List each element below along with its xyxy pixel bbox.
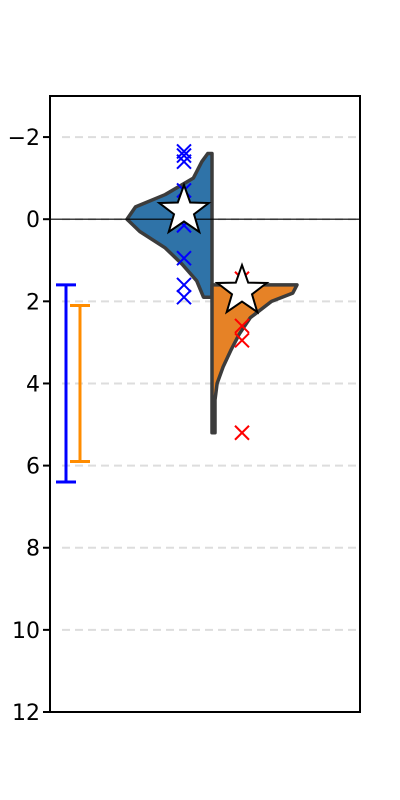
mean-marker bbox=[214, 262, 270, 315]
data-point-stroke bbox=[176, 147, 192, 164]
y-tick-label: 6 bbox=[26, 455, 40, 480]
data-point bbox=[176, 250, 192, 266]
data-point bbox=[176, 153, 192, 170]
y-tick-label: 4 bbox=[26, 372, 40, 397]
y-tick-label: 0 bbox=[26, 208, 40, 233]
error-bars bbox=[56, 283, 90, 484]
data-point-stroke bbox=[176, 250, 192, 266]
y-tick-label: 10 bbox=[12, 619, 40, 644]
data-point bbox=[234, 318, 250, 334]
violin-left bbox=[125, 151, 214, 299]
y-tick-label: 8 bbox=[26, 537, 40, 562]
data-point bbox=[176, 147, 192, 164]
data-point-stroke bbox=[176, 277, 192, 293]
data-point-stroke bbox=[234, 425, 250, 441]
mean-marker bbox=[156, 182, 212, 235]
data-point bbox=[176, 289, 192, 305]
data-point bbox=[176, 277, 192, 293]
y-tick-label: 12 bbox=[12, 701, 40, 726]
data-point-stroke bbox=[234, 318, 250, 334]
data-point-stroke bbox=[176, 289, 192, 305]
y-axis: −2 0 2 4 6 8 10 12 bbox=[8, 126, 50, 726]
violins bbox=[125, 151, 299, 435]
data-point bbox=[234, 425, 250, 441]
data-point bbox=[234, 332, 250, 349]
y-tick-label: 2 bbox=[26, 290, 40, 315]
data-points bbox=[156, 143, 270, 441]
data-point-stroke bbox=[176, 153, 192, 170]
plot-frame bbox=[49, 95, 361, 713]
data-point-stroke bbox=[234, 332, 250, 349]
violin-right bbox=[210, 283, 299, 435]
y-tick-label: −2 bbox=[8, 126, 40, 151]
